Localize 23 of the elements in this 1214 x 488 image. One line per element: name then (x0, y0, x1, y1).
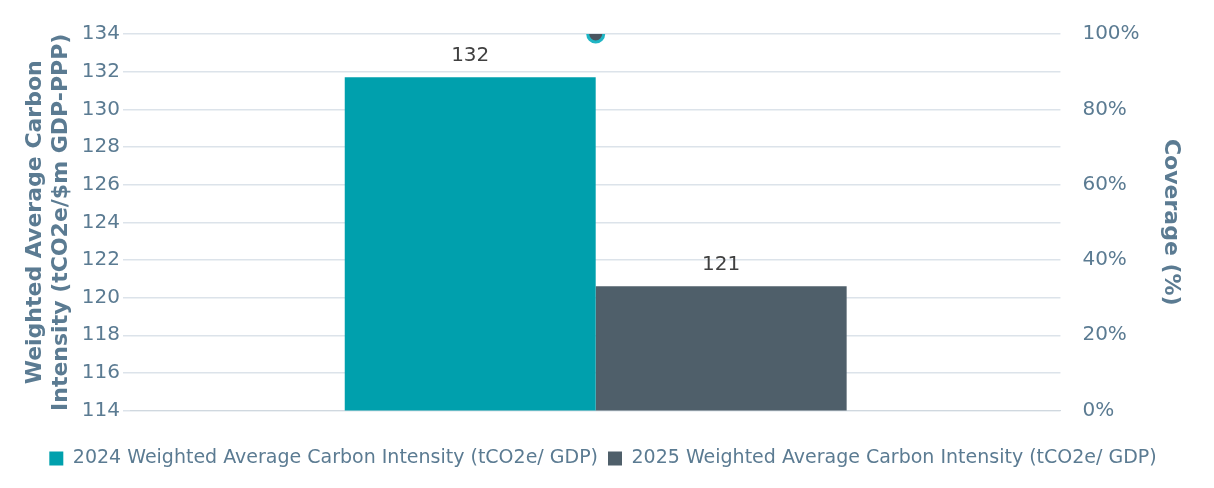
y2-tick-label: 20% (1082, 321, 1127, 346)
data-label: 132 (451, 41, 490, 66)
y-tick-label: 128 (81, 133, 120, 158)
legend-label: 2024 Weighted Average Carbon Intensity (tCO2e/ GDP) (72, 445, 599, 468)
y-tick-label: 134 (81, 20, 120, 45)
y2-axis-title: Coverage (%) (1160, 138, 1186, 306)
y-tick-label: 124 (81, 208, 120, 233)
y-tick-label: 116 (81, 359, 120, 384)
y2-tick-label: 80% (1082, 95, 1127, 120)
y2-tick-label: 0% (1082, 396, 1115, 421)
y-tick-label: 122 (81, 246, 120, 271)
y-tick-label: 114 (81, 396, 120, 421)
data-label: 121 (702, 250, 741, 275)
y-tick-label: 126 (81, 170, 120, 195)
y-tick-label: 132 (81, 57, 120, 82)
y-axis-title: Weighted Average Carbon Intensity (tCO2e/$m GDP-PPP) (20, 33, 73, 411)
y2-tick-label: 100% (1082, 20, 1140, 45)
y-tick-label: 120 (81, 283, 120, 308)
y-tick-label: 130 (81, 95, 120, 120)
y-tick-label: 118 (81, 321, 120, 346)
y2-tick-label: 60% (1082, 170, 1127, 195)
y2-tick-label: 40% (1082, 246, 1127, 271)
legend-label: 2025 Weighted Average Carbon Intensity (tCO2e/ GDP) (631, 445, 1157, 468)
